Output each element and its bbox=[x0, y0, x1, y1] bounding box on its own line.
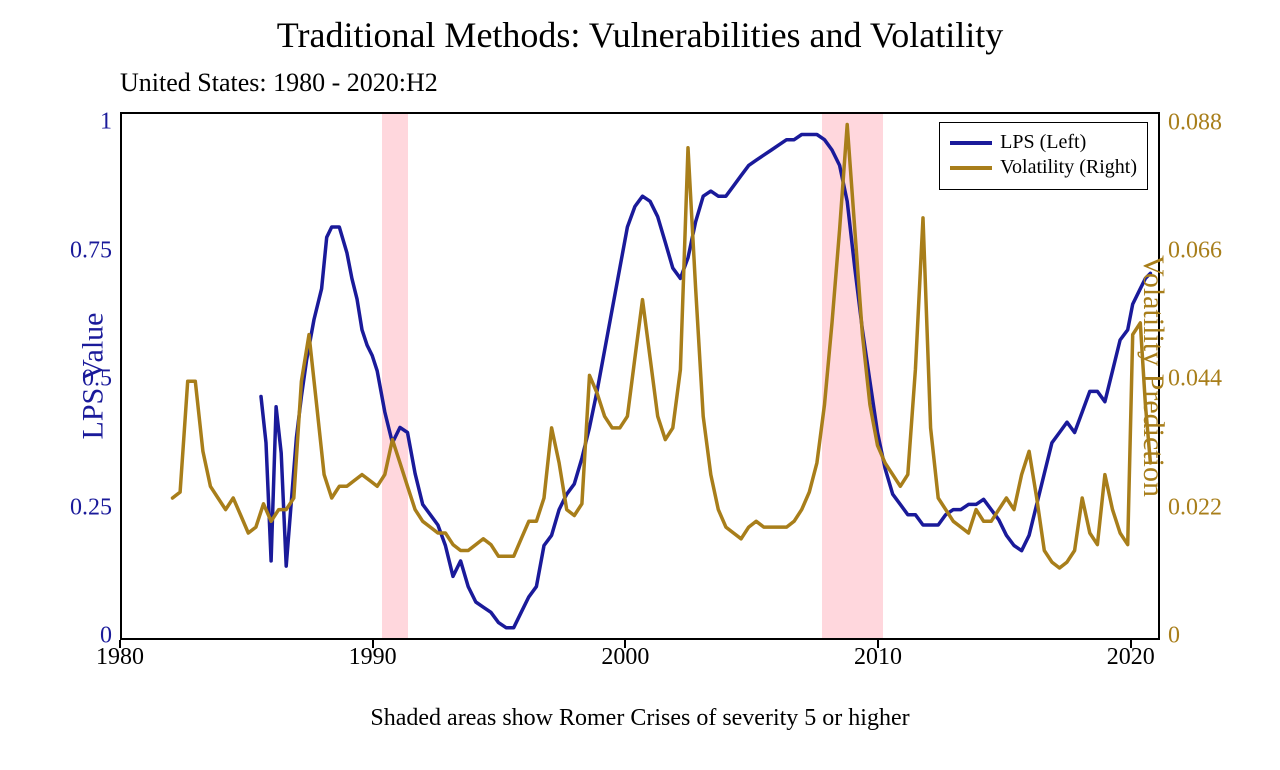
y-right-tick-label: 0.088 bbox=[1168, 109, 1222, 136]
chart-container: Traditional Methods: Vulnerabilities and… bbox=[0, 0, 1280, 770]
legend-item-lps: LPS (Left) bbox=[950, 131, 1137, 154]
legend-label-volatility: Volatility (Right) bbox=[1000, 156, 1137, 179]
x-tick-label: 2020 bbox=[1107, 644, 1155, 671]
legend: LPS (Left) Volatility (Right) bbox=[939, 122, 1148, 190]
y-right-tick-label: 0.022 bbox=[1168, 494, 1222, 521]
y-right-tick-label: 0 bbox=[1168, 623, 1180, 650]
chart-caption: Shaded areas show Romer Crises of severi… bbox=[0, 705, 1280, 732]
y-left-tick-label: 0.75 bbox=[32, 237, 112, 264]
legend-swatch-volatility bbox=[950, 166, 992, 170]
x-tick-label: 2010 bbox=[854, 644, 902, 671]
chart-title: Traditional Methods: Vulnerabilities and… bbox=[0, 14, 1280, 56]
y-left-tick-label: 0.5 bbox=[32, 366, 112, 393]
y-left-tick-label: 1 bbox=[32, 109, 112, 136]
chart-subtitle: United States: 1980 - 2020:H2 bbox=[120, 68, 438, 98]
y-left-tick-label: 0.25 bbox=[32, 494, 112, 521]
y-left-tick-label: 0 bbox=[32, 623, 112, 650]
series-lps bbox=[261, 135, 1150, 628]
y-axis-right-label: Volatility Prediction bbox=[1136, 255, 1170, 497]
y-right-tick-label: 0.066 bbox=[1168, 237, 1222, 264]
series-volatility bbox=[173, 125, 1151, 569]
x-tick-label: 2000 bbox=[601, 644, 649, 671]
legend-label-lps: LPS (Left) bbox=[1000, 131, 1086, 154]
y-right-tick-label: 0.044 bbox=[1168, 366, 1222, 393]
line-series-layer bbox=[122, 114, 1158, 638]
x-tick-label: 1990 bbox=[349, 644, 397, 671]
legend-item-volatility: Volatility (Right) bbox=[950, 156, 1137, 179]
plot-area: LPS (Left) Volatility (Right) bbox=[120, 112, 1160, 640]
legend-swatch-lps bbox=[950, 141, 992, 145]
